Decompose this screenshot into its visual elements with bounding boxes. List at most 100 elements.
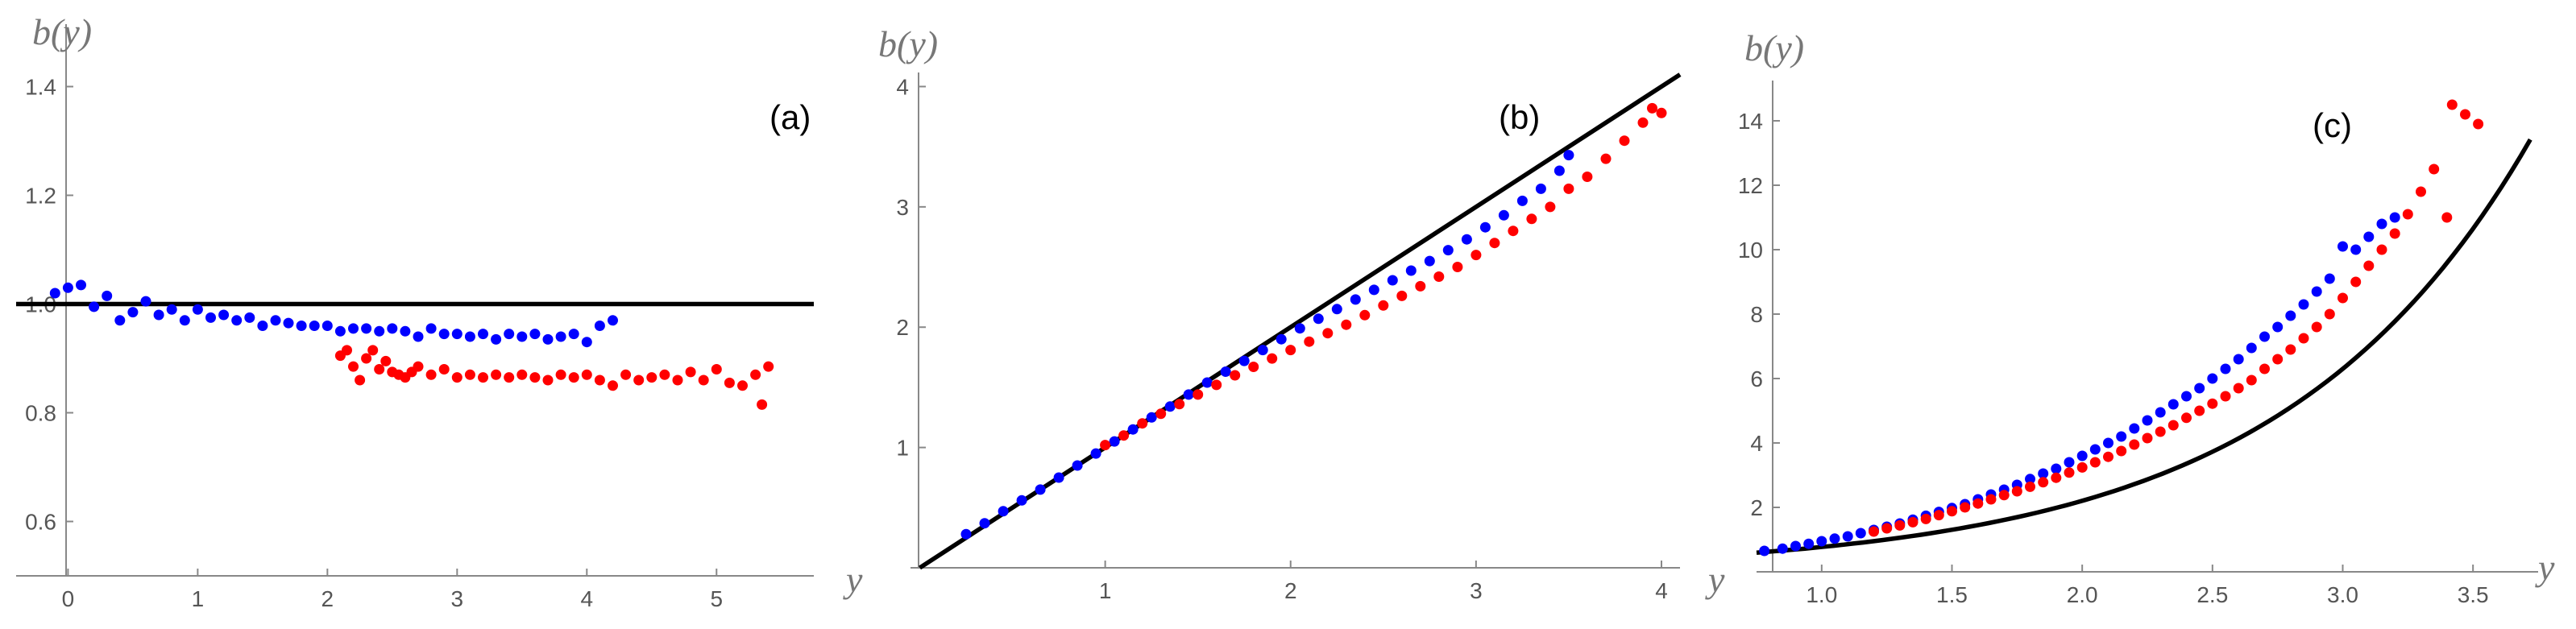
blue-point: [2220, 363, 2231, 375]
red-point: [1396, 290, 1408, 301]
y-tick-label: 0.6: [25, 510, 56, 535]
blue-point: [555, 331, 566, 342]
blue-point: [1127, 424, 1139, 435]
blue-point: [2337, 241, 2348, 252]
blue-point: [1563, 150, 1574, 161]
blue-point: [1842, 531, 1853, 542]
red-point: [2011, 486, 2022, 497]
blue-point: [192, 304, 203, 315]
blue-point: [594, 321, 605, 331]
blue-point: [361, 323, 372, 334]
y-tick-label: 12: [1738, 173, 1763, 198]
blue-point: [1368, 284, 1379, 296]
red-point: [2272, 354, 2284, 365]
blue-point: [568, 329, 579, 340]
blue-point: [257, 321, 268, 331]
red-point: [2389, 228, 2400, 239]
red-point: [2337, 292, 2348, 304]
blue-point: [1553, 165, 1565, 176]
red-point: [380, 355, 392, 366]
x-tick-label: 4: [1655, 578, 1668, 603]
red-point: [438, 364, 450, 375]
blue-point: [581, 337, 592, 348]
blue-point: [2194, 383, 2205, 394]
red-point: [355, 375, 366, 386]
blue-point: [387, 323, 398, 334]
blue-point: [270, 315, 281, 326]
blue-point: [413, 331, 424, 342]
blue-point: [218, 309, 230, 321]
blue-point: [1855, 528, 1866, 539]
y-tick-label: 3: [896, 195, 909, 220]
red-point: [1960, 502, 1971, 513]
blue-point: [127, 307, 139, 318]
red-point: [2350, 276, 2362, 288]
red-point: [1304, 336, 1315, 347]
red-point: [1526, 213, 1537, 225]
blue-point: [296, 321, 307, 331]
red-point: [1248, 362, 1259, 372]
x-axis-title: y: [2535, 547, 2555, 588]
red-point: [529, 372, 541, 383]
red-point: [1563, 183, 1574, 194]
blue-point: [516, 331, 528, 342]
blue-point: [1220, 366, 1231, 377]
blue-point: [1387, 275, 1398, 286]
y-tick-label: 1.2: [25, 184, 56, 209]
red-point: [2103, 451, 2113, 462]
y-axis-title: b(y): [1744, 27, 1804, 68]
blue-point: [1535, 183, 1546, 194]
blue-point: [348, 323, 359, 334]
red-point: [2129, 439, 2140, 450]
red-point: [2246, 375, 2257, 386]
reference-line: [1756, 138, 2532, 556]
red-point: [757, 399, 768, 410]
blue-point: [102, 290, 113, 301]
blue-point: [153, 309, 164, 321]
red-point: [685, 366, 696, 378]
x-tick-label: 4: [581, 586, 594, 611]
x-tick-label: 2: [321, 586, 334, 611]
red-point: [1433, 271, 1445, 282]
red-point: [1998, 490, 2010, 501]
panel-label: (a): [769, 98, 811, 136]
blue-point: [166, 304, 177, 315]
blue-point: [1498, 209, 1509, 221]
red-point: [711, 364, 722, 375]
red-point: [737, 380, 748, 391]
red-point: [2473, 118, 2484, 130]
red-point: [1174, 399, 1185, 410]
y-tick-label: 6: [1750, 366, 1763, 391]
blue-point: [504, 329, 515, 340]
red-point: [2285, 344, 2296, 355]
red-point: [1619, 135, 1630, 147]
blue-point: [2116, 431, 2127, 442]
blue-point: [1035, 484, 1046, 495]
red-point: [1378, 300, 1389, 311]
red-point: [1972, 498, 1984, 509]
panel-b: 1 2 3 4 1 2 3 4 b(y) y (b): [878, 23, 1725, 603]
red-point: [1193, 389, 1204, 400]
red-point: [1415, 280, 1426, 292]
red-point: [2416, 186, 2426, 197]
blue-point: [1790, 540, 1801, 552]
blue-point: [244, 312, 255, 323]
red-point: [1230, 370, 1241, 381]
red-point: [1869, 526, 1879, 537]
red-point: [620, 369, 632, 380]
red-point: [1322, 328, 1334, 339]
blue-point: [2155, 407, 2166, 418]
blue-point: [1053, 472, 1064, 483]
blue-point: [1777, 543, 1788, 554]
blue-point: [1238, 355, 1250, 366]
y-tick-label: 1.4: [25, 75, 56, 100]
x-axis-title: y: [1705, 559, 1725, 600]
data-points: [960, 102, 1667, 540]
blue-point: [334, 325, 346, 337]
blue-point: [1442, 245, 1454, 256]
red-point: [1155, 408, 1167, 420]
panel-label: (c): [2313, 106, 2352, 144]
y-ticks: 1 2 3 4: [896, 74, 926, 461]
red-point: [1267, 353, 1278, 364]
blue-point: [2259, 331, 2270, 342]
